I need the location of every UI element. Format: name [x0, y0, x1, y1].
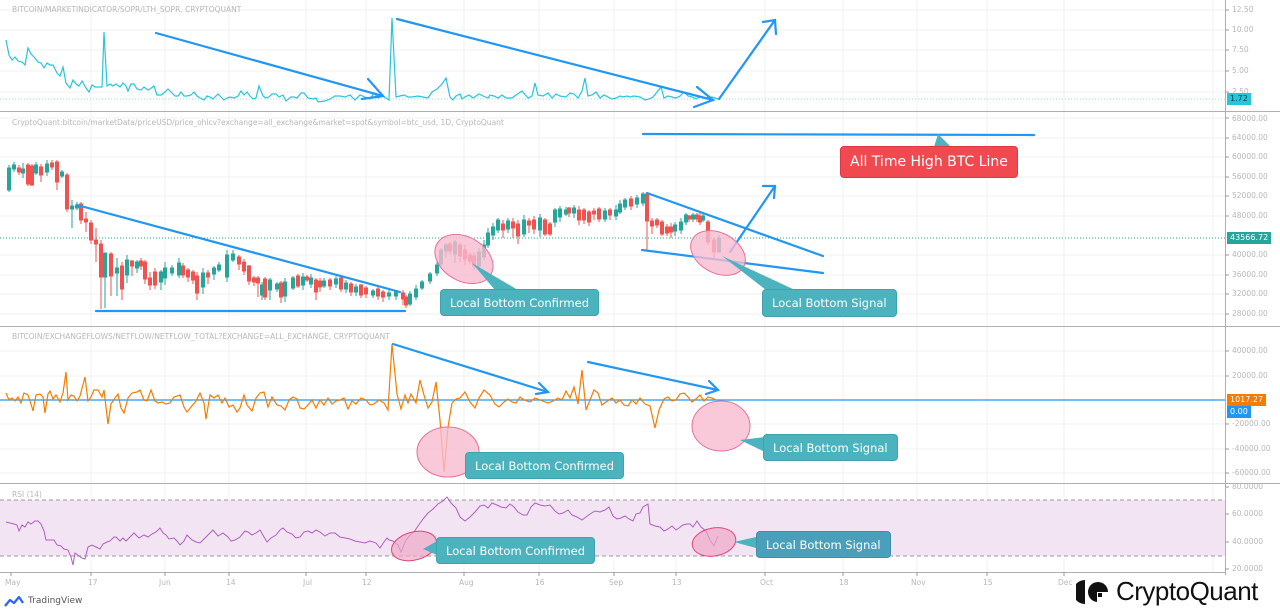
netflow-axis-label: -60000.00: [1232, 468, 1271, 477]
price-bottom-confirmed-callout[interactable]: Local Bottom Confirmed: [440, 289, 599, 316]
tradingview-brand[interactable]: TradingView: [4, 596, 82, 606]
callout-pointers: [472, 134, 951, 290]
rsi-axis-label: 80.0000: [1232, 482, 1264, 491]
sopr-last-value-tag: 1.72: [1227, 93, 1251, 105]
cryptoquant-logo-icon: [1076, 579, 1108, 604]
time-axis-label: Jul: [303, 578, 313, 587]
tradingview-logo-icon: [4, 595, 24, 607]
price-axis-label: 64000.00: [1232, 133, 1268, 142]
price-bottom-signal-callout[interactable]: Local Bottom Signal: [762, 289, 897, 317]
netflow-last-value-tag: 1017.27: [1227, 394, 1267, 406]
sopr-axis-label: 5.00: [1232, 66, 1249, 75]
netflow-pane-title: BITCOIN/EXCHANGEFLOWS/NETFLOW/NETFLOW_TO…: [12, 332, 390, 341]
netflow-axis-label: 20000.00: [1232, 371, 1268, 380]
time-axis-label: Sep: [609, 578, 624, 587]
price-axis-label: 52000.00: [1232, 191, 1268, 200]
netflow-trend-arrows[interactable]: [391, 342, 721, 396]
price-axis-label: 36000.00: [1232, 270, 1268, 279]
time-axis-label: 18: [839, 578, 849, 587]
netflow-bottom-signal-callout[interactable]: Local Bottom Signal: [763, 434, 898, 461]
time-axis-label: Jun: [159, 578, 171, 587]
price-pane-title: CryptoQuant:bitcoin/marketData/priceUSD/…: [12, 118, 504, 127]
time-axis-label: 17: [88, 578, 98, 587]
time-axis-label: Aug: [459, 578, 474, 587]
rsi-line[interactable]: [5, 496, 719, 566]
netflow-highlight-ellipses[interactable]: [416, 400, 751, 478]
cryptoquant-brand: CryptoQuant: [1076, 576, 1258, 607]
sopr-axis-label: 2.50: [1232, 87, 1249, 96]
rsi-band: [0, 500, 1225, 556]
rsi-axis-label: 20.0000: [1232, 564, 1264, 573]
rsi-bottom-confirmed-callout[interactable]: Local Bottom Confirmed: [436, 537, 595, 564]
candlesticks[interactable]: [7, 160, 721, 309]
price-highlight-ellipses[interactable]: [426, 222, 753, 294]
rsi-pane-title: RSI (14): [12, 490, 42, 499]
rsi-callout-pointers: [423, 537, 756, 555]
sopr-axis-label: 7.50: [1232, 45, 1249, 54]
ath-callout[interactable]: All Time High BTC Line: [840, 146, 1018, 178]
price-axis-label: 56000.00: [1232, 172, 1268, 181]
rsi-axis-label: 40.0000: [1232, 537, 1264, 546]
netflow-axis-label: -40000.00: [1232, 444, 1271, 453]
price-axis-label: 68000.00: [1232, 114, 1268, 123]
sopr-axis-label: 10.00: [1232, 25, 1254, 34]
price-axis-label: 48000.00: [1232, 211, 1268, 220]
horizontal-grid: [0, 9, 1225, 543]
netflow-axis-label: -20000.00: [1232, 419, 1271, 428]
cryptoquant-label: CryptoQuant: [1116, 576, 1258, 606]
rsi-axis-label: 60.0000: [1232, 509, 1264, 518]
netflow-callout-pointers: [740, 437, 765, 452]
sopr-axis-label: 12.50: [1232, 5, 1254, 14]
price-last-value-tag: 43566.72: [1227, 232, 1272, 244]
price-axis-label: 32000.00: [1232, 289, 1268, 298]
time-axis-label: May: [5, 578, 21, 587]
netflow-bottom-confirmed-callout[interactable]: Local Bottom Confirmed: [465, 452, 624, 479]
time-axis-label: 15: [983, 578, 993, 587]
price-axis-label: 28000.00: [1232, 309, 1268, 318]
sopr-trend-arrows[interactable]: [154, 17, 778, 109]
sopr-line[interactable]: [5, 17, 719, 103]
tradingview-label: TradingView: [28, 596, 83, 606]
axis-ticks: [10, 9, 1229, 576]
netflow-axis-label: 40000.00: [1232, 346, 1268, 355]
rsi-highlight-ellipses[interactable]: [388, 524, 738, 565]
price-axis-label: 60000.00: [1232, 152, 1268, 161]
time-axis-label: Nov: [911, 578, 926, 587]
netflow-zero-tag: 0.00: [1227, 406, 1251, 418]
pane-separators[interactable]: [0, 0, 1280, 575]
sopr-pane-title: BITCOIN/MARKETINDICATOR/SOPR/LTH_SOPR, C…: [12, 5, 242, 14]
time-axis-label: Dec: [1058, 578, 1073, 587]
time-axis-label: Oct: [760, 578, 773, 587]
time-axis-label: 12: [362, 578, 372, 587]
price-axis-label: 40000.00: [1232, 250, 1268, 259]
time-axis-label: 13: [672, 578, 682, 587]
time-axis-label: 14: [226, 578, 236, 587]
rsi-bottom-signal-callout[interactable]: Local Bottom Signal: [756, 531, 891, 558]
time-axis-label: 16: [535, 578, 545, 587]
netflow-line[interactable]: [5, 343, 717, 473]
